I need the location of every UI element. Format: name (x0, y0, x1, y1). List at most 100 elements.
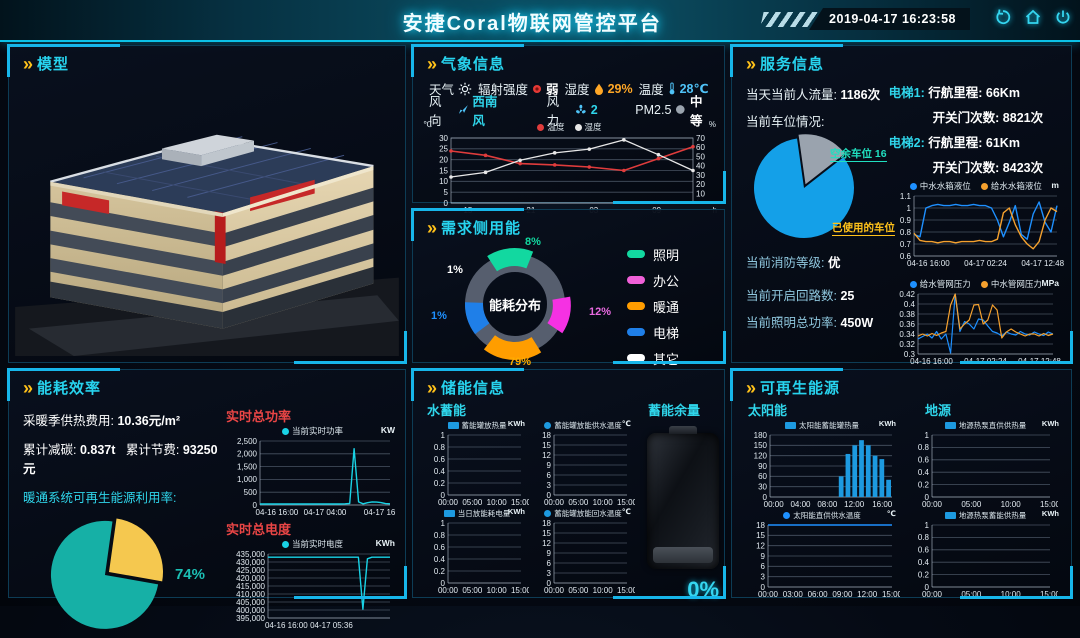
legend-item[interactable]: 温度 (537, 121, 565, 133)
svg-text:6: 6 (547, 559, 552, 568)
svg-text:9: 9 (761, 552, 766, 561)
legend-item[interactable]: 蓄能罐放热量 (447, 420, 507, 431)
saving-label: 累计节费: (125, 443, 180, 457)
battery-percent: 0% (687, 577, 719, 602)
temp-value: 28℃ (679, 82, 709, 96)
ground-direct-unit: KWh (1041, 419, 1059, 428)
solar-chart-unit: KWh (878, 419, 896, 428)
renewable-ratio-pie: 74% (23, 510, 233, 638)
legend-item[interactable]: 太阳能蓄能罐热量 (785, 420, 859, 431)
elevator2-mileage: 61Km (985, 136, 1020, 150)
legend-item[interactable]: 电梯 (627, 323, 679, 342)
legend-marker-icon (627, 302, 645, 310)
temp-label: 温度 (638, 83, 664, 97)
legend-item[interactable]: 中水水箱液位 (909, 180, 971, 192)
svg-text:18: 18 (756, 521, 765, 530)
energy-efficiency-panel: » 能耗效率 采暖季供热费用: 10.36元/m² 累计减碳: 0.837t 累… (7, 368, 407, 630)
panel-chevron-icon: » (427, 53, 437, 74)
legend-label: 给水水箱液位 (990, 181, 1042, 191)
day-power-legend: 当日放能耗电量 KWh (425, 507, 529, 519)
donut-label-elevator: 1% (431, 310, 447, 322)
svg-text:3: 3 (547, 481, 552, 490)
legend-item[interactable]: 地源热泵直供供热量 (944, 420, 1026, 431)
svg-text:0.42: 0.42 (899, 290, 915, 299)
legend-item[interactable]: 中水管网压力 (980, 278, 1042, 290)
power-icon[interactable] (1054, 8, 1072, 26)
svg-text:9: 9 (547, 549, 552, 558)
legend-item[interactable]: 当前实时功率 (282, 425, 343, 437)
supply-temp-legend: 蓄能罐放能供水温度 ℃ (531, 419, 635, 431)
battery-icon (647, 433, 719, 569)
legend-label: 中水管网压力 (990, 279, 1042, 289)
weather-unit-left: ℃ (423, 120, 432, 129)
legend-marker-icon (627, 276, 645, 284)
legend-marker-icon (537, 123, 545, 131)
legend-item[interactable]: 其它 (627, 349, 679, 368)
legend-item[interactable]: 给水水箱液位 (980, 180, 1042, 192)
legend-item[interactable]: 湿度 (574, 121, 602, 133)
svg-text:0: 0 (444, 199, 449, 208)
legend-item[interactable]: 当日放能耗电量 (443, 508, 510, 519)
legend-item[interactable]: 当前实时电度 (282, 538, 343, 550)
svg-text:1,500: 1,500 (237, 462, 258, 471)
panel-title: 能耗效率 (37, 380, 102, 397)
donut-label-other: 1% (447, 264, 463, 276)
building-3d-view[interactable] (15, 76, 399, 356)
back-icon[interactable] (994, 8, 1012, 26)
legend-item[interactable]: 暖通 (627, 297, 679, 316)
svg-text:0: 0 (925, 583, 930, 592)
svg-text:00:00: 00:00 (922, 500, 943, 509)
svg-text:2,000: 2,000 (237, 450, 258, 459)
fan-icon (576, 104, 586, 113)
svg-text:395,000: 395,000 (236, 614, 265, 623)
panel-chevron-icon: » (23, 53, 33, 74)
svg-text:05:00: 05:00 (961, 590, 982, 599)
svg-text:03:00: 03:00 (783, 590, 804, 599)
svg-text:0.34: 0.34 (899, 330, 915, 339)
legend-item[interactable]: 办公 (627, 271, 679, 290)
service-info-panel: » 服务信息 当天当前人流量: 1186次 当前车位情况: 空余车位 16 已使… (730, 44, 1073, 366)
svg-text:15:00: 15:00 (511, 586, 529, 595)
svg-text:1: 1 (441, 431, 446, 440)
doors-label: 开关门次数: (932, 111, 1000, 125)
panel-chevron-icon: » (23, 377, 33, 398)
legend-item[interactable]: 照明 (627, 245, 679, 264)
svg-text:10:00: 10:00 (1001, 500, 1022, 509)
legend-label: 湿度 (584, 122, 602, 132)
legend-item[interactable]: 给水管网压力 (909, 278, 971, 290)
elevator2-doors: 8423次 (1002, 161, 1044, 175)
heat-chart-unit: KWh (507, 419, 525, 428)
renewable-energy-panel: » 可再生能源 太阳能 地源 太阳能蓄能罐热量 KWh 0 30 60 90 120 150… (730, 368, 1073, 599)
legend-item[interactable]: 蓄能罐放能供水温度 (544, 420, 622, 431)
svg-text:90: 90 (758, 462, 767, 471)
ground-storage-chart: 0 0.2 0.4 0.6 0.8 1 00:00 05:00 10:00 15:00 (918, 521, 1058, 599)
svg-text:30: 30 (696, 171, 705, 180)
legend-label: 太阳能蓄能罐热量 (799, 420, 859, 430)
svg-text:10:00: 10:00 (593, 498, 614, 507)
solar-label: 太阳能 (748, 403, 788, 418)
home-icon[interactable] (1024, 8, 1042, 26)
svg-text:12:00: 12:00 (844, 500, 865, 509)
legend-marker-icon (980, 280, 988, 288)
mileage-label2: 行航里程: (928, 136, 983, 150)
ground-storage-legend: 地源热泵蓄能供热量 KWh (908, 509, 1063, 521)
svg-text:60: 60 (758, 472, 767, 481)
svg-text:08:00: 08:00 (817, 500, 838, 509)
svg-text:0.32: 0.32 (899, 340, 915, 349)
legend-item[interactable]: 地源热泵蓄能供热量 (944, 510, 1026, 521)
ground-storage-unit: KWh (1041, 509, 1059, 518)
energy-distribution-donut: 能耗分布 8% 12% 79% 1% 1% (427, 236, 623, 372)
svg-text:04-16 16:00: 04-16 16:00 (910, 357, 953, 366)
energy-chart-legend: 当前实时电度 KWh (226, 538, 399, 550)
svg-text:05:00: 05:00 (462, 498, 483, 507)
svg-text:0.38: 0.38 (899, 310, 915, 319)
realtime-energy-chart: 395,000400,000405,000410,000415,000420,0… (236, 550, 391, 630)
ground-direct-legend: 地源热泵直供供热量 KWh (908, 419, 1063, 431)
legend-marker-icon (544, 421, 552, 429)
saving-value: 93250元 (23, 443, 218, 476)
legend-item[interactable]: 蓄能罐放能回水温度 (544, 508, 622, 519)
weather-unit-right: % (708, 120, 716, 129)
legend-item[interactable]: 太阳能直供供水温度 (783, 510, 861, 521)
tank-level-legend: 中水水箱液位 给水水箱液位 m (889, 180, 1063, 192)
day-power-unit: KWh (507, 507, 525, 516)
